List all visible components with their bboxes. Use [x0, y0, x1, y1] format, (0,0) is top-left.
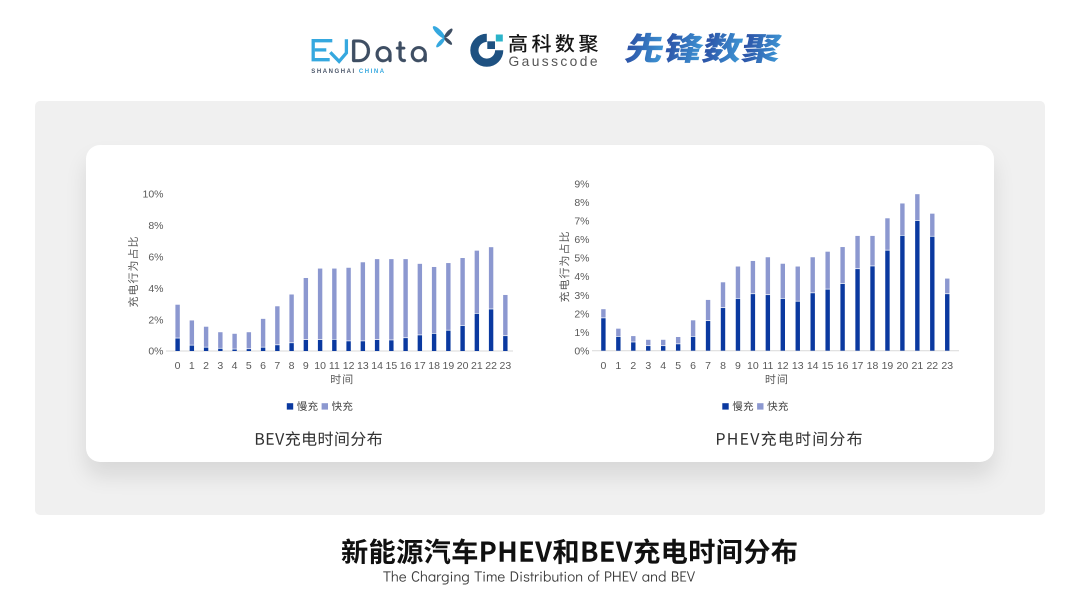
svg-text:5: 5 [246, 360, 252, 372]
svg-text:15: 15 [822, 360, 834, 372]
svg-text:0: 0 [600, 360, 606, 372]
svg-text:12: 12 [777, 360, 789, 372]
svg-text:4%: 4% [574, 271, 589, 283]
svg-text:1: 1 [615, 360, 621, 372]
svg-text:6: 6 [690, 360, 696, 372]
svg-text:7: 7 [274, 360, 280, 372]
svg-text:20: 20 [897, 360, 909, 372]
svg-text:Gausscode: Gausscode [509, 54, 600, 69]
svg-text:11: 11 [329, 360, 340, 372]
svg-text:5: 5 [675, 360, 681, 372]
svg-text:14: 14 [807, 360, 819, 372]
svg-text:7: 7 [705, 360, 711, 372]
svg-text:23: 23 [500, 360, 512, 372]
svg-text:8: 8 [289, 360, 295, 372]
svg-text:22: 22 [485, 360, 497, 372]
svg-text:14: 14 [371, 360, 383, 372]
svg-text:SHANGHAI CHINA: SHANGHAI CHINA [311, 69, 385, 75]
svg-text:1%: 1% [574, 327, 589, 339]
svg-text:9: 9 [735, 360, 741, 372]
svg-text:8%: 8% [574, 197, 589, 209]
svg-text:1: 1 [189, 360, 195, 372]
svg-text:2: 2 [203, 360, 209, 372]
svg-text:16: 16 [837, 360, 849, 372]
svg-text:18: 18 [867, 360, 879, 372]
svg-text:0: 0 [175, 360, 181, 372]
svg-text:6%: 6% [148, 251, 163, 263]
svg-text:6%: 6% [574, 234, 589, 246]
svg-text:19: 19 [443, 360, 455, 372]
svg-text:2%: 2% [148, 314, 163, 326]
svg-text:13: 13 [357, 360, 369, 372]
svg-text:8%: 8% [148, 220, 163, 232]
svg-text:10%: 10% [142, 189, 163, 201]
svg-text:8: 8 [720, 360, 726, 372]
svg-text:20: 20 [457, 360, 469, 372]
svg-text:18: 18 [428, 360, 440, 372]
svg-text:23: 23 [941, 360, 953, 372]
svg-text:3: 3 [645, 360, 651, 372]
svg-text:4%: 4% [148, 283, 163, 295]
svg-text:12: 12 [343, 360, 355, 372]
svg-text:2: 2 [630, 360, 636, 372]
svg-text:7%: 7% [574, 216, 589, 228]
svg-text:4: 4 [660, 360, 666, 372]
svg-text:11: 11 [762, 360, 773, 372]
svg-text:3%: 3% [574, 290, 589, 302]
svg-text:21: 21 [912, 360, 924, 372]
svg-text:17: 17 [852, 360, 864, 372]
svg-text:3: 3 [217, 360, 223, 372]
svg-text:0%: 0% [148, 346, 163, 358]
svg-text:9: 9 [303, 360, 309, 372]
svg-text:10: 10 [747, 360, 759, 372]
svg-text:16: 16 [400, 360, 412, 372]
svg-text:0%: 0% [574, 345, 589, 357]
svg-text:2%: 2% [574, 308, 589, 320]
svg-text:6: 6 [260, 360, 266, 372]
svg-text:4: 4 [232, 360, 238, 372]
svg-text:13: 13 [792, 360, 804, 372]
svg-text:22: 22 [926, 360, 938, 372]
svg-text:17: 17 [414, 360, 426, 372]
svg-text:9%: 9% [574, 178, 589, 190]
svg-text:21: 21 [471, 360, 483, 372]
svg-text:15: 15 [386, 360, 398, 372]
svg-text:10: 10 [314, 360, 326, 372]
svg-text:5%: 5% [574, 253, 589, 265]
svg-text:19: 19 [882, 360, 894, 372]
